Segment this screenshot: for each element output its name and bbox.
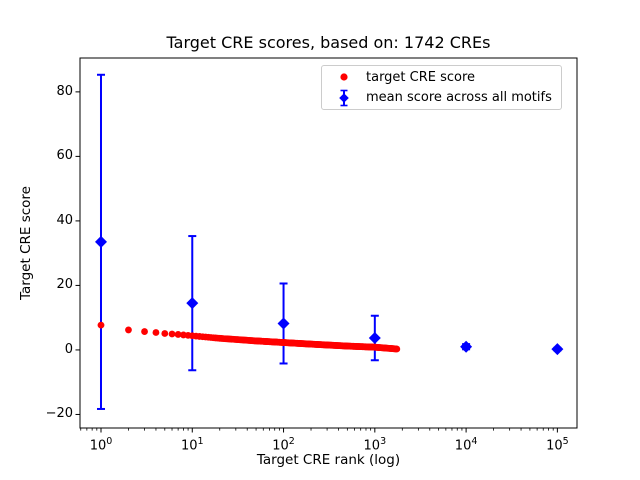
x-tick-label: 105: [546, 436, 569, 454]
target-score-point: [125, 326, 132, 334]
mean-score-diamond: [94, 235, 107, 248]
red-circle-icon: [322, 70, 366, 84]
x-tick-label: 103: [363, 436, 387, 454]
chart-title: Target CRE scores, based on: 1742 CREs: [166, 33, 491, 52]
x-tick-label: 101: [180, 436, 204, 454]
mean-score-diamond: [460, 340, 473, 353]
legend-entry-mean-score: mean score across all motifs: [322, 88, 561, 109]
target-score-point: [174, 331, 182, 338]
mean-score-diamond: [368, 332, 381, 344]
y-axis-label: Target CRE score: [18, 186, 34, 300]
target-score-point: [168, 330, 176, 338]
x-tick-label: 104: [454, 436, 478, 454]
legend-label: mean score across all motifs: [366, 90, 552, 106]
x-tick-label: 100: [89, 436, 113, 454]
target-score-point: [97, 321, 105, 329]
target-score-point: [152, 329, 160, 336]
target-score-point: [393, 345, 401, 353]
legend: target CRE score mean score across all m…: [321, 65, 562, 110]
x-tick-label: 102: [272, 436, 295, 454]
y-tick-label: 80: [56, 83, 73, 99]
target-score-point: [141, 328, 148, 335]
legend-entry-target-score: target CRE score: [322, 67, 561, 88]
mean-score-diamond: [277, 317, 290, 330]
y-tick-label: −20: [45, 406, 73, 422]
target-score-point: [161, 330, 169, 337]
y-tick-label: 20: [56, 277, 73, 293]
mean-score-diamond: [186, 297, 199, 310]
x-axis-label: Target CRE rank (log): [256, 452, 401, 468]
blue-diamond-errorbar-icon: [322, 88, 366, 108]
y-tick-label: 0: [64, 341, 73, 357]
y-tick-label: 40: [56, 212, 73, 228]
mean-score-diamond: [551, 343, 564, 356]
y-tick-label: 60: [56, 148, 73, 164]
legend-label: target CRE score: [366, 69, 476, 85]
plot-frame: [79, 57, 578, 429]
